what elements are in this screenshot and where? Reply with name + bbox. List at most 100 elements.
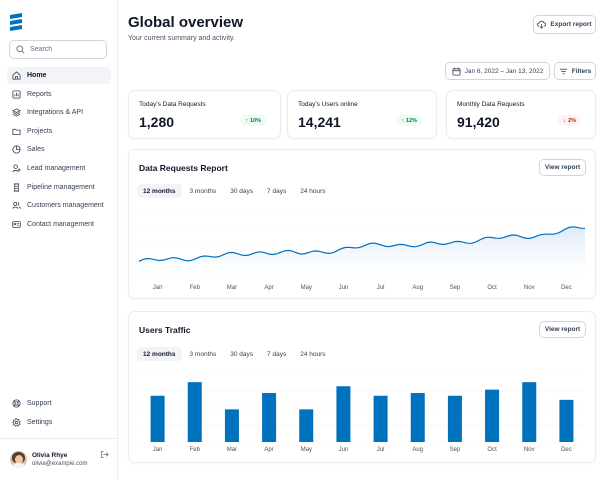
requests-area: [139, 226, 585, 276]
traffic-bar: [522, 382, 537, 442]
sidebar-item-customers-management[interactable]: Customers management: [7, 197, 111, 214]
x-tick-label: May: [301, 285, 312, 291]
traffic-bar: [559, 399, 574, 442]
traffic-bar: [336, 386, 351, 442]
sidebar-divider: [0, 438, 117, 439]
users-traffic-panel: Users Traffic View report 12 months 3 mo…: [128, 311, 596, 463]
arrow-down-icon: ↓: [563, 117, 567, 124]
tab-24-hours[interactable]: 24 hours: [300, 350, 326, 358]
x-tick-label: Nov: [524, 285, 535, 291]
traffic-bar: [485, 389, 500, 442]
sidebar-item-label: Pipeline management: [27, 183, 95, 191]
sidebar-item-label: Customers management: [27, 202, 104, 210]
stat-card-monthly-requests: Monthly Data Requests 91,420 ↓ 2%: [446, 90, 596, 139]
x-tick-label: Jul: [377, 285, 385, 291]
page-title: Global overview: [128, 14, 244, 31]
date-range-label: Jan 6, 2022 – Jan 13, 2022: [464, 67, 544, 75]
export-report-button[interactable]: Export report: [533, 15, 596, 34]
user-name: Olivia Rhye: [32, 451, 68, 459]
sidebar-item-label: Projects: [27, 127, 53, 135]
stat-label: Monthly Data Requests: [457, 101, 525, 108]
change-value: 10%: [249, 117, 261, 124]
export-label: Export report: [550, 21, 592, 28]
user-add-icon: [12, 164, 21, 173]
sidebar-nav: Home Reports Integrations & API Projects…: [7, 67, 111, 234]
x-tick-label: Jul: [377, 447, 385, 453]
change-badge: ↑ 10%: [240, 115, 266, 126]
sidebar-item-integrations[interactable]: Integrations & API: [7, 104, 111, 121]
traffic-bar: [262, 393, 277, 442]
sidebar-item-lead-management[interactable]: Lead management: [7, 160, 111, 177]
date-range-picker[interactable]: Jan 6, 2022 – Jan 13, 2022: [445, 62, 550, 80]
sidebar-item-pipeline-management[interactable]: Pipeline management: [7, 179, 111, 196]
traffic-bar: [224, 409, 239, 442]
tab-12-months[interactable]: 12 months: [137, 347, 182, 361]
traffic-bar: [150, 395, 165, 442]
stat-value: 1,280: [139, 114, 175, 130]
tab-7-days[interactable]: 7 days: [267, 350, 287, 358]
x-tick-label: Jan: [153, 447, 163, 453]
data-requests-panel: Data Requests Report View report 12 mont…: [128, 149, 596, 299]
logo-icon: [10, 13, 22, 31]
search-input[interactable]: [30, 46, 100, 53]
tab-3-months[interactable]: 3 months: [189, 350, 217, 358]
sidebar-item-contact-management[interactable]: Contact management: [7, 216, 111, 233]
requests-line: [138, 226, 586, 262]
calendar-icon: [452, 67, 461, 76]
requests-area-chart: Jan Feb Mar Apr May Jun Jul Aug Sep Oct Nov Dec: [138, 212, 586, 291]
users-icon: [12, 202, 21, 210]
filter-lines-icon: [559, 68, 567, 74]
sidebar-item-settings[interactable]: Settings: [7, 414, 111, 431]
arrow-up-icon: ↑: [245, 117, 248, 124]
tab-30-days[interactable]: 30 days: [230, 350, 254, 358]
user-profile[interactable]: Olivia Rhye olivia@example.com: [10, 449, 110, 469]
traffic-bar: [187, 382, 202, 442]
x-tick-label: May: [301, 447, 312, 453]
search-box[interactable]: [9, 40, 107, 59]
x-tick-label: Jan: [153, 285, 163, 291]
tab-7-days[interactable]: 7 days: [267, 187, 287, 195]
tab-30-days[interactable]: 30 days: [230, 187, 254, 195]
view-report-button[interactable]: View report: [539, 159, 586, 176]
contact-card-icon: [12, 220, 21, 228]
sidebar-item-sales[interactable]: Sales: [7, 141, 111, 158]
change-badge: ↓ 2%: [558, 115, 581, 126]
change-badge: ↑ 12%: [396, 115, 422, 126]
time-range-tabs: 12 months 3 months 30 days 7 days 24 hou…: [137, 347, 332, 361]
sidebar-item-label: Reports: [27, 90, 52, 98]
x-tick-label: Oct: [487, 285, 497, 291]
cloud-download-icon: [537, 20, 547, 29]
bar-chart-icon: [12, 90, 21, 99]
x-tick-label: Aug: [412, 285, 423, 291]
x-tick-label: Jun: [339, 447, 349, 453]
sidebar-item-label: Lead management: [27, 164, 86, 172]
layers-icon: [12, 108, 21, 117]
traffic-bar: [373, 395, 388, 442]
logout-icon[interactable]: [100, 450, 109, 459]
users-traffic-bar-chart: Jan Feb Mar Apr May Jun Jul Aug Sep Oct Nov Dec: [139, 373, 585, 453]
user-email: olivia@example.com: [32, 460, 88, 467]
panel-title: Users Traffic: [139, 325, 191, 335]
sidebar-item-label: Integrations & API: [27, 109, 84, 117]
x-tick-label: Apr: [264, 447, 273, 453]
home-icon: [12, 71, 21, 80]
tab-12-months[interactable]: 12 months: [137, 184, 182, 198]
change-value: 2%: [568, 117, 576, 124]
tab-24-hours[interactable]: 24 hours: [300, 187, 326, 195]
x-tick-label: Aug: [412, 447, 423, 453]
x-tick-label: Sep: [450, 447, 461, 453]
pie-chart-icon: [12, 145, 21, 154]
filters-button[interactable]: Filters: [554, 62, 596, 80]
sidebar-item-support[interactable]: Support: [7, 395, 111, 412]
x-tick-label: Jun: [339, 285, 349, 291]
x-tick-label: Dec: [561, 285, 572, 291]
stat-label: Today's Data Requests: [139, 101, 206, 108]
sidebar-item-projects[interactable]: Projects: [7, 123, 111, 140]
tab-3-months[interactable]: 3 months: [189, 187, 217, 195]
traffic-bar: [299, 409, 314, 442]
filters-label: Filters: [571, 67, 592, 75]
sidebar-item-label: Settings: [27, 418, 53, 426]
view-report-button[interactable]: View report: [539, 321, 586, 338]
sidebar-item-home[interactable]: Home: [7, 67, 111, 84]
sidebar-item-reports[interactable]: Reports: [7, 86, 111, 103]
